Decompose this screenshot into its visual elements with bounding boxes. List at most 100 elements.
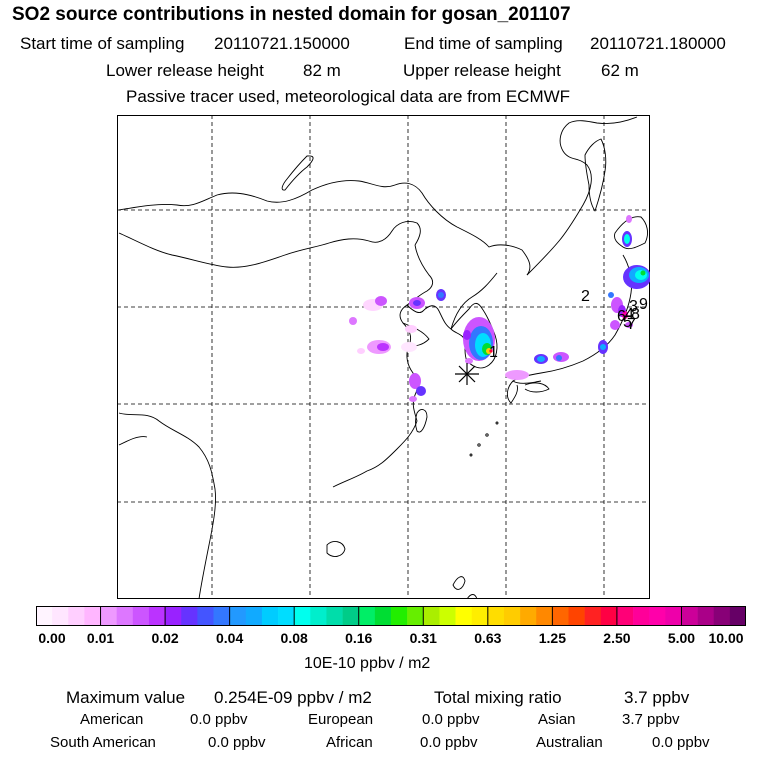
colorbar-cell <box>52 606 69 626</box>
mongolia-china-border <box>118 220 421 268</box>
colorbar-tick-label: 0.08 <box>280 630 308 646</box>
colorbar-cell <box>229 606 247 626</box>
plume-cell <box>610 320 620 330</box>
colorbar-cell <box>697 606 715 626</box>
colorbar-frame <box>36 606 746 626</box>
colorbar-cell <box>520 606 537 626</box>
colorbar-tick-label: 0.01 <box>86 630 115 646</box>
island-dot <box>495 421 499 425</box>
colorbar-cell <box>536 606 553 626</box>
plume-cell <box>624 234 630 244</box>
colorbar-units: 10E-10 ppbv / m2 <box>304 655 431 672</box>
island-dot <box>477 443 481 447</box>
plume-cell <box>401 342 417 352</box>
plot-title: SO2 source contributions in nested domai… <box>12 4 571 25</box>
colorbar-cell <box>326 606 343 626</box>
region-name: South American <box>50 734 156 751</box>
total-mixing-label: Total mixing ratio <box>434 688 562 707</box>
plume-cell <box>608 292 614 298</box>
colorbar-tick-label: 1.25 <box>538 630 566 646</box>
colorbar-cell <box>132 606 150 626</box>
liaodong-coast <box>406 304 452 330</box>
luzon-outline <box>452 576 466 590</box>
plume-cell <box>505 370 529 380</box>
source-label-6: 6 <box>617 308 626 325</box>
source-label-3: 3 <box>629 298 638 315</box>
colorbar-cell <box>584 606 602 626</box>
start-time-value: 20110721.150000 <box>214 34 350 53</box>
source-label-4: 4 <box>625 306 634 323</box>
end-time-label: End time of sampling <box>404 34 563 53</box>
plume-cell <box>405 325 417 333</box>
plume-cell <box>537 356 545 362</box>
taiwan-outline <box>415 409 428 433</box>
colorbar-cell <box>342 606 360 626</box>
plume-cell <box>409 396 417 402</box>
region-name: African <box>326 734 373 751</box>
colorbar-cell <box>391 606 408 626</box>
colorbar-cell <box>600 606 618 626</box>
region-name: Australian <box>536 734 603 751</box>
upper-release-value: 62 m <box>601 61 639 80</box>
source-label-5: 5 <box>623 314 632 331</box>
upper-release-label: Upper release height <box>403 61 561 80</box>
plume-cell <box>413 300 421 306</box>
hainan-outline <box>326 541 346 557</box>
max-value-label: Maximum value <box>66 688 186 707</box>
colorbar-cell <box>568 606 585 626</box>
source-label-7: 7 <box>627 316 636 333</box>
region-value: 0.0 ppbv <box>190 711 248 728</box>
colorbar-cell <box>374 606 392 626</box>
region-value: 3.7 ppbv <box>622 711 680 728</box>
colorbar-cell <box>197 606 214 626</box>
hokkaido-outline <box>614 216 648 250</box>
contribution-plumes <box>349 215 650 402</box>
colorbar-cell <box>616 606 634 626</box>
plume-cell <box>622 311 628 319</box>
max-value: 0.254E-09 ppbv / m2 <box>214 688 372 707</box>
colorbar-cell <box>503 606 521 626</box>
border-segment <box>118 436 148 446</box>
colorbar-cell <box>165 606 182 626</box>
colorbar-cell <box>261 606 279 626</box>
island-dot <box>469 453 473 457</box>
colorbar-separators <box>100 606 682 626</box>
colorbar-cell <box>471 606 489 626</box>
total-mixing-value: 3.7 ppbv <box>624 688 690 707</box>
colorbar-cell <box>181 606 198 626</box>
plume-cell <box>556 355 562 361</box>
plume-cell <box>375 296 387 306</box>
colorbar-cell <box>439 606 456 626</box>
colorbar-cell <box>552 606 569 626</box>
colorbar-cell <box>310 606 327 626</box>
colorbar-cell <box>116 606 134 626</box>
colorbar-tick-label: 10.00 <box>708 630 744 646</box>
colorbar-cell <box>665 606 682 626</box>
colorbar-cell <box>729 606 746 626</box>
region-value: 0.0 ppbv <box>652 734 710 751</box>
island-outline <box>466 594 478 599</box>
asterisk-stroke <box>458 365 476 383</box>
tracer-note: Passive tracer used, meteorological data… <box>126 87 571 106</box>
start-time-label: Start time of sampling <box>20 34 185 53</box>
coastlines <box>118 116 648 599</box>
colorbar-cell <box>487 606 505 626</box>
colorbar-cell <box>358 606 376 626</box>
lower-release-value: 82 m <box>303 61 341 80</box>
colorbar-tick-label: 0.00 <box>38 630 66 646</box>
source-label-2: 2 <box>581 288 590 305</box>
colorbar-cells <box>36 606 746 626</box>
plume-cell <box>357 348 365 354</box>
plume-cell <box>600 344 606 350</box>
korea-border <box>450 272 498 330</box>
china-coastline <box>332 244 434 488</box>
plume-cell <box>438 292 444 298</box>
region-name: European <box>308 711 374 728</box>
region-value: 0.0 ppbv <box>208 734 266 751</box>
plume-cell <box>463 330 471 340</box>
colorbar-cell <box>68 606 85 626</box>
plume-cell <box>626 215 632 223</box>
colorbar-tick-label: 5.00 <box>667 630 696 646</box>
colorbar-cell <box>713 606 731 626</box>
colorbar-cell <box>100 606 117 626</box>
